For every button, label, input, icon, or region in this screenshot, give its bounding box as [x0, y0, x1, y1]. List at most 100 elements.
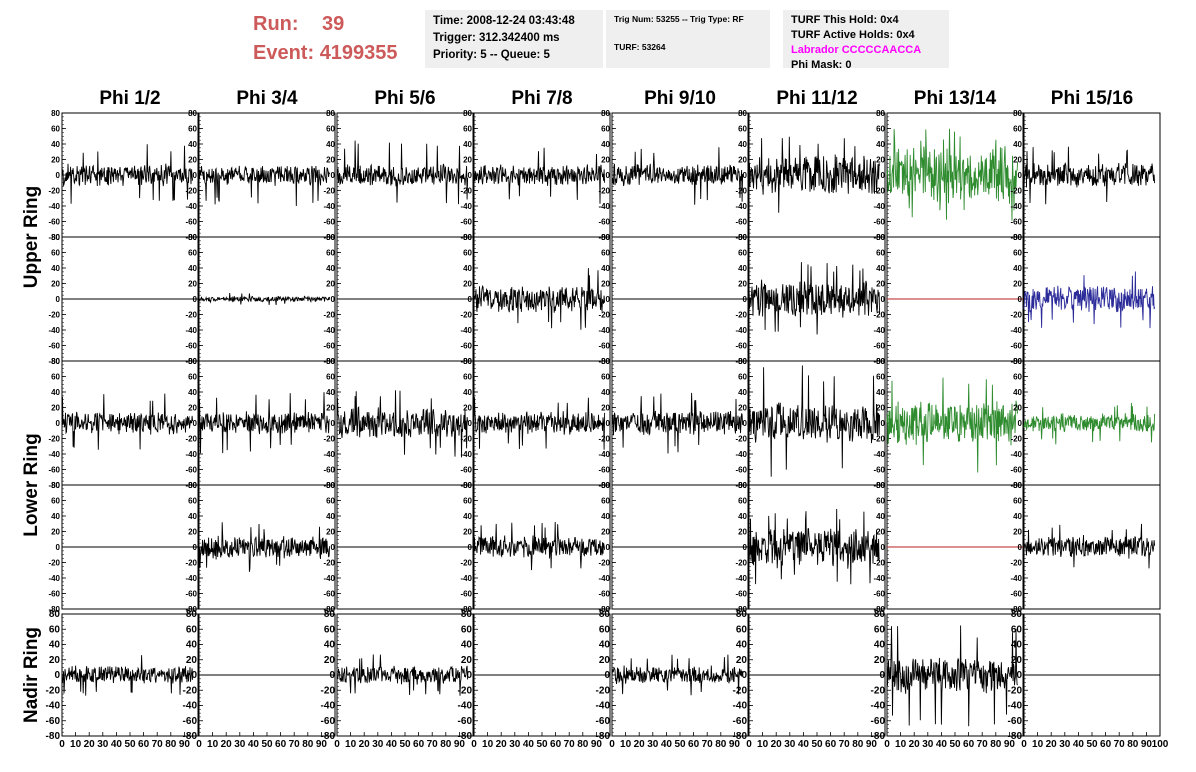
y-tick-label: 20 [601, 280, 610, 289]
y-tick-label: 40 [1011, 640, 1023, 651]
y-tick-label: 40 [461, 640, 473, 651]
x-tick-label: 60 [963, 739, 975, 750]
y-tick-label: 40 [601, 264, 610, 273]
y-tick-label: 0 [743, 543, 748, 552]
y-tick-label: -80 [323, 605, 335, 614]
y-tick-label: -80 [873, 605, 885, 614]
y-tick-label: 60 [738, 497, 747, 506]
y-tick-label: 40 [51, 140, 60, 149]
y-tick-label: 80 [1011, 609, 1023, 620]
turf-this-hold-line: TURF This Hold: 0x4 [791, 14, 899, 26]
y-tick-label: 60 [1013, 497, 1022, 506]
y-tick-label: -80 [596, 731, 611, 742]
y-tick-label: -20 [871, 685, 886, 696]
y-tick-label: -60 [185, 466, 197, 475]
y-tick-label: 40 [463, 264, 472, 273]
x-tick-label: 90 [1141, 739, 1153, 750]
y-tick-label: -40 [185, 450, 197, 459]
y-tick-label: 80 [51, 233, 60, 242]
y-tick-label: 20 [326, 404, 335, 413]
waveform-trace [198, 292, 331, 306]
x-tick-label: 90 [454, 739, 466, 750]
y-tick-label: 0 [331, 171, 336, 180]
y-tick-label: -60 [183, 716, 198, 727]
y-tick-label: -60 [48, 466, 60, 475]
y-tick-label: -40 [323, 574, 335, 583]
ring-label: Upper Ring [21, 186, 42, 288]
column-header: Phi 15/16 [1051, 88, 1133, 109]
x-tick-label: 50 [261, 739, 273, 750]
y-tick-label: 0 [881, 171, 886, 180]
y-tick-label: -60 [48, 590, 60, 599]
y-tick-label: -60 [460, 590, 472, 599]
x-tick-label: 10 [1032, 739, 1044, 750]
y-tick-label: -20 [873, 559, 885, 568]
waveform-trace [473, 147, 606, 204]
y-tick-label: 80 [738, 357, 747, 366]
y-tick-label: -20 [183, 685, 198, 696]
y-tick-label: -80 [871, 731, 886, 742]
x-tick-label: 70 [977, 739, 989, 750]
x-tick-label: 10 [207, 739, 219, 750]
x-tick-label: 0 [196, 739, 202, 750]
y-tick-label: -40 [48, 202, 60, 211]
y-tick-label: 60 [188, 497, 197, 506]
y-tick-label: 60 [1013, 373, 1022, 382]
y-tick-label: 40 [51, 512, 60, 521]
x-tick-label: 70 [702, 739, 714, 750]
y-tick-label: 40 [874, 640, 886, 651]
y-tick-label: -60 [598, 466, 610, 475]
x-tick-label: 30 [97, 739, 109, 750]
waveform-trace [61, 393, 194, 450]
y-tick-label: 20 [463, 280, 472, 289]
y-tick-label: -20 [873, 187, 885, 196]
y-tick-label: 20 [599, 655, 611, 666]
y-tick-label: -60 [460, 342, 472, 351]
y-tick-label: 20 [51, 156, 60, 165]
x-tick-label: 10 [70, 739, 82, 750]
y-tick-label: -80 [735, 605, 747, 614]
y-tick-label: 60 [738, 373, 747, 382]
y-tick-label: -60 [735, 342, 747, 351]
y-tick-label: 0 [54, 670, 60, 681]
column-header: Phi 9/10 [644, 88, 716, 109]
y-tick-label: -80 [1008, 731, 1023, 742]
y-tick-label: 0 [879, 670, 885, 681]
y-tick-label: -20 [48, 187, 60, 196]
y-tick-label: -40 [458, 701, 473, 712]
y-tick-label: 40 [326, 388, 335, 397]
y-tick-label: 0 [468, 543, 473, 552]
run-event-block: Run: 39 Event: 4199355 [253, 10, 398, 68]
y-tick-label: -60 [1010, 218, 1022, 227]
y-tick-label: 40 [324, 640, 336, 651]
y-tick-label: -20 [458, 685, 473, 696]
waveform-trace [474, 268, 606, 330]
y-tick-label: -60 [323, 590, 335, 599]
y-tick-label: 80 [1013, 109, 1022, 118]
y-tick-label: -20 [598, 187, 610, 196]
y-tick-label: 40 [738, 388, 747, 397]
y-tick-label: 20 [463, 404, 472, 413]
y-tick-label: 0 [741, 670, 747, 681]
y-tick-label: -40 [598, 450, 610, 459]
y-tick-label: -20 [735, 435, 747, 444]
y-tick-label: 60 [463, 497, 472, 506]
y-tick-label: -20 [733, 685, 748, 696]
y-tick-label: -40 [598, 326, 610, 335]
y-tick-label: 80 [188, 233, 197, 242]
trigger-line: Trigger: 312.342400 ms [433, 32, 560, 44]
y-tick-label: -40 [185, 574, 197, 583]
x-tick-label: 50 [399, 739, 411, 750]
y-tick-label: 20 [324, 655, 336, 666]
x-tick-label: 80 [990, 739, 1002, 750]
turf-line: TURF: 53264 [614, 42, 666, 52]
event-value: 4199355 [319, 42, 398, 64]
y-tick-label: 80 [188, 357, 197, 366]
y-tick-label: -40 [323, 202, 335, 211]
y-tick-label: -20 [1010, 559, 1022, 568]
x-tick-label: 20 [1046, 739, 1058, 750]
y-tick-label: 60 [876, 249, 885, 258]
